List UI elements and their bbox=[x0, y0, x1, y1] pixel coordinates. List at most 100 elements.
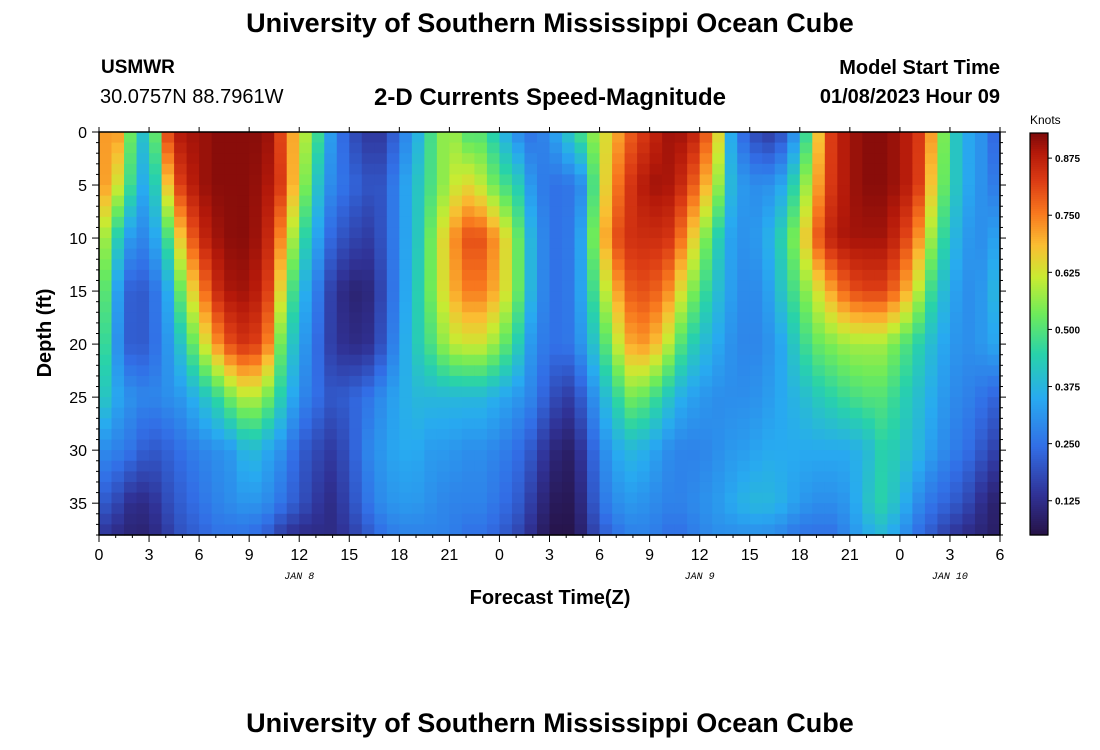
heatmap-cell bbox=[924, 418, 939, 430]
heatmap-cell bbox=[937, 428, 951, 441]
heatmap-cell bbox=[724, 375, 738, 388]
heatmap-cell bbox=[699, 365, 713, 377]
heatmap-cell bbox=[862, 428, 876, 441]
heatmap-cell bbox=[161, 142, 175, 154]
heatmap-cell bbox=[824, 439, 838, 451]
heatmap-cell bbox=[787, 238, 801, 250]
heatmap-cell bbox=[149, 312, 163, 324]
heatmap-cell bbox=[161, 503, 175, 515]
heatmap-cell bbox=[249, 439, 263, 451]
heatmap-cell bbox=[712, 460, 726, 472]
heatmap-cell bbox=[924, 269, 939, 282]
heatmap-cell bbox=[637, 322, 651, 335]
colorbar-segment bbox=[1030, 503, 1048, 506]
colorbar-segment bbox=[1030, 425, 1048, 428]
heatmap-cell bbox=[199, 269, 213, 282]
heatmap-cell bbox=[962, 153, 976, 165]
heatmap-cell bbox=[899, 301, 913, 313]
heatmap-cell bbox=[974, 503, 989, 515]
heatmap-cell bbox=[174, 450, 188, 462]
heatmap-cell bbox=[724, 503, 738, 515]
heatmap-cell bbox=[549, 492, 563, 504]
heatmap-cell bbox=[386, 344, 400, 356]
heatmap-cell bbox=[474, 216, 488, 229]
heatmap-cell bbox=[361, 312, 375, 324]
heatmap-cell bbox=[937, 450, 951, 462]
heatmap-cell bbox=[174, 132, 188, 144]
heatmap-cell bbox=[674, 248, 688, 260]
heatmap-cell bbox=[499, 238, 513, 250]
heatmap-cell bbox=[524, 450, 538, 462]
heatmap-cell bbox=[261, 354, 275, 366]
heatmap-cell bbox=[499, 269, 513, 282]
heatmap-cell bbox=[749, 322, 763, 335]
colorbar-segment bbox=[1030, 329, 1048, 332]
heatmap-cell bbox=[411, 344, 425, 356]
heatmap-cell bbox=[349, 142, 363, 154]
heatmap-cell bbox=[874, 269, 888, 282]
heatmap-cell bbox=[699, 428, 713, 441]
heatmap-cell bbox=[499, 259, 513, 271]
heatmap-cell bbox=[674, 227, 688, 239]
heatmap-cell bbox=[249, 418, 263, 430]
heatmap-cell bbox=[774, 153, 788, 165]
heatmap-cell bbox=[149, 259, 163, 271]
heatmap-cell bbox=[524, 503, 538, 515]
heatmap-cell bbox=[962, 312, 976, 324]
heatmap-cell bbox=[712, 153, 726, 165]
heatmap-cell bbox=[712, 450, 726, 462]
heatmap-cell bbox=[799, 354, 813, 366]
heatmap-cell bbox=[399, 481, 413, 494]
heatmap-cell bbox=[186, 503, 200, 515]
heatmap-cell bbox=[749, 428, 763, 441]
heatmap-cell bbox=[549, 439, 563, 451]
heatmap-cell bbox=[174, 471, 188, 483]
heatmap-cell bbox=[637, 206, 651, 218]
heatmap-cell bbox=[349, 333, 363, 345]
heatmap-cell bbox=[411, 418, 425, 430]
heatmap-cell bbox=[536, 227, 551, 239]
heatmap-cell bbox=[511, 185, 526, 197]
heatmap-cell bbox=[161, 333, 175, 345]
heatmap-cell bbox=[662, 407, 676, 419]
heatmap-cell bbox=[712, 344, 726, 356]
heatmap-cell bbox=[286, 418, 300, 430]
heatmap-cell bbox=[949, 428, 964, 441]
heatmap-cell bbox=[737, 407, 751, 419]
colorbar-segment bbox=[1030, 509, 1048, 512]
heatmap-cell bbox=[136, 428, 150, 441]
heatmap-cell bbox=[874, 238, 888, 250]
heatmap-cell bbox=[536, 344, 551, 356]
heatmap-cell bbox=[662, 132, 676, 144]
colorbar-segment bbox=[1030, 165, 1048, 168]
heatmap-cell bbox=[799, 503, 813, 515]
heatmap-cell bbox=[186, 280, 200, 292]
heatmap-cell bbox=[274, 301, 288, 313]
heatmap-cell bbox=[687, 386, 701, 398]
heatmap-cell bbox=[762, 142, 776, 154]
heatmap-cell bbox=[124, 291, 138, 303]
heatmap-cell bbox=[824, 280, 838, 292]
heatmap-cell bbox=[136, 460, 150, 472]
heatmap-cell bbox=[499, 450, 513, 462]
heatmap-cell bbox=[386, 375, 400, 388]
heatmap-cell bbox=[849, 216, 863, 229]
heatmap-cell bbox=[424, 333, 438, 345]
heatmap-cell bbox=[536, 185, 551, 197]
heatmap-cell bbox=[662, 248, 676, 260]
heatmap-cell bbox=[349, 312, 363, 324]
heatmap-cell bbox=[599, 439, 613, 451]
colorbar-segment bbox=[1030, 263, 1048, 266]
heatmap-cell bbox=[199, 513, 213, 525]
heatmap-cell bbox=[361, 142, 375, 154]
heatmap-cell bbox=[687, 195, 701, 207]
heatmap-cell bbox=[199, 322, 213, 335]
colorbar-segment bbox=[1030, 369, 1048, 372]
heatmap-cell bbox=[486, 280, 501, 292]
heatmap-cell bbox=[824, 185, 838, 197]
heatmap-cell bbox=[824, 132, 838, 144]
heatmap-cell bbox=[299, 460, 313, 472]
heatmap-cell bbox=[599, 513, 613, 525]
heatmap-cell bbox=[974, 259, 989, 271]
heatmap-cell bbox=[574, 481, 588, 494]
